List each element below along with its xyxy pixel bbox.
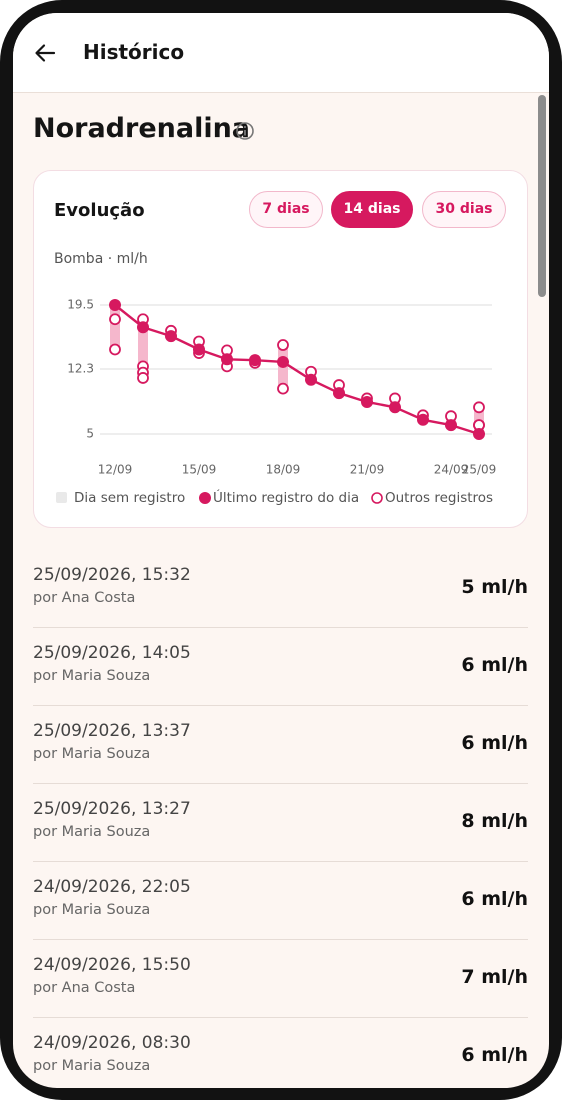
x-tick-label: 12/09 [98,463,133,477]
row-divider [33,627,528,628]
row-divider [33,783,528,784]
record-value: 6 ml/h [461,732,528,754]
medication-name: Noradrenalina [33,113,251,144]
last-record-point [445,419,457,432]
record-datetime: 24/09/2026, 22:05 [33,877,191,897]
last-record-point [277,355,289,368]
record-value: 5 ml/h [461,576,528,598]
x-tick-label: 18/09 [266,463,301,477]
record-author: por Maria Souza [33,902,151,918]
other-record-point [109,313,121,326]
legend-swatch [56,492,67,503]
record-value: 6 ml/h [461,1044,528,1066]
record-value: 8 ml/h [461,810,528,832]
last-record-point [221,353,233,366]
x-tick-label: 21/09 [350,463,385,477]
record-datetime: 25/09/2026, 14:05 [33,643,191,663]
record-value: 6 ml/h [461,654,528,676]
last-record-point [137,321,149,334]
last-record-point [333,387,345,400]
last-record-point [193,343,205,356]
day-range [110,305,120,350]
last-record-point [473,428,485,440]
day-range [138,319,148,378]
scrollbar [538,95,546,297]
y-tick-label: 5 [86,427,94,441]
back-button[interactable] [33,41,57,65]
record-author: por Ana Costa [33,590,136,606]
legend-label: Outros registros [385,490,493,506]
record-author: por Ana Costa [33,980,136,996]
legend-swatch [199,492,211,504]
record-author: por Maria Souza [33,1058,151,1074]
record-value: 7 ml/h [461,966,528,988]
other-record-point [277,339,289,351]
last-record-point [305,373,317,386]
legend-label: Último registro do dia [213,488,359,506]
screen: Histórico Noradrenalina Evolução 7 dias 1… [13,13,549,1088]
last-record-point [249,354,261,367]
row-divider [33,1017,528,1018]
legend-label: Dia sem registro [74,490,185,506]
info-icon[interactable] [235,121,255,141]
y-axis-label: Bomba · ml/h [54,251,148,267]
row-divider [33,939,528,940]
x-tick-label: 15/09 [182,463,217,477]
record-datetime: 24/09/2026, 15:50 [33,955,191,975]
record-datetime: 24/09/2026, 08:30 [33,1033,191,1053]
range-button[interactable]: 7 dias [249,191,323,228]
card-title: Evolução [54,200,145,221]
last-record-point [389,401,401,414]
record-datetime: 25/09/2026, 15:32 [33,565,191,585]
legend-swatch [371,492,383,504]
header-title: Histórico [83,40,185,64]
last-record-point [165,330,177,343]
record-author: por Maria Souza [33,824,151,840]
record-value: 6 ml/h [461,888,528,910]
last-record-point [417,413,429,426]
record-author: por Maria Souza [33,668,151,684]
other-record-point [277,382,289,395]
y-tick-label: 19.5 [67,298,94,312]
last-record-point [109,299,121,311]
other-record-point [473,401,485,414]
x-tick-label: 25/09 [462,463,497,477]
record-datetime: 25/09/2026, 13:37 [33,721,191,741]
range-button[interactable]: 14 dias [331,191,413,228]
record-datetime: 25/09/2026, 13:27 [33,799,191,819]
x-tick-label: 24/09 [434,463,469,477]
row-divider [33,861,528,862]
record-author: por Maria Souza [33,746,151,762]
other-record-point [137,372,149,384]
app-header: Histórico [13,13,549,93]
y-tick-label: 12.3 [67,362,94,376]
other-record-point [109,343,121,356]
row-divider [33,705,528,706]
last-record-point [361,395,373,408]
range-button[interactable]: 30 dias [422,191,506,228]
